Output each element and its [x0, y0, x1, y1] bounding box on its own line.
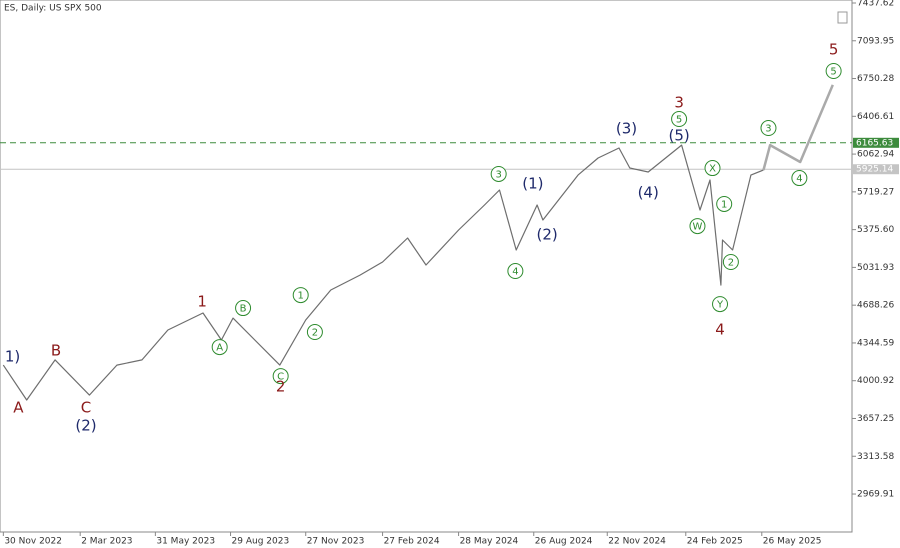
wave-circle: [712, 296, 729, 313]
wave-label: B: [240, 304, 247, 315]
wave-circle: [671, 111, 688, 128]
y-tick-label: 4344.59: [857, 338, 894, 348]
price-level-tag: [853, 137, 899, 148]
wave-label: 1: [298, 291, 304, 302]
x-tick-label: 28 May 2024: [460, 537, 519, 547]
x-tick-label: 29 Aug 2023: [232, 537, 290, 547]
wave-label: 2: [312, 328, 318, 339]
y-tick-label: 4000.92: [857, 376, 894, 386]
wave-label: (2): [536, 225, 557, 243]
wave-circle: [704, 160, 721, 177]
wave-label: (2): [75, 417, 96, 435]
wave-circle: [211, 339, 228, 356]
wave-label: 1): [5, 348, 20, 366]
wave-circle: [272, 368, 289, 385]
wave-label: 3: [765, 124, 771, 135]
wave-label: (4): [638, 183, 659, 201]
x-tick-label: 22 Nov 2024: [608, 537, 666, 547]
x-tick-label: 30 Nov 2022: [4, 537, 62, 547]
y-tick-label: 7437.62: [857, 0, 894, 8]
wave-label: (1): [522, 174, 543, 192]
wave-label: 4: [796, 174, 802, 185]
wave-circle: [689, 218, 706, 235]
x-tick-label: 27 Nov 2023: [307, 537, 365, 547]
wave-label: X: [709, 164, 716, 175]
y-tick-label: 6062.94: [857, 150, 894, 160]
chart-title: ES, Daily: US SPX 500: [4, 4, 102, 14]
price-level-label: 6165.63: [856, 138, 893, 148]
wave-circle: [292, 287, 309, 304]
wave-label: (3): [616, 120, 637, 138]
wave-circle: [490, 165, 507, 182]
wave-label: 1: [197, 293, 207, 311]
wave-label: 2: [728, 258, 734, 269]
wave-label: 3: [495, 169, 501, 180]
wave-circle: [507, 263, 524, 280]
wave-label: C: [277, 372, 284, 383]
wave-circle: [791, 170, 808, 187]
y-tick-label: 6406.61: [857, 112, 894, 122]
wave-circle: [722, 254, 739, 271]
x-tick-label: 2 Mar 2023: [81, 537, 132, 547]
x-tick-label: 31 May 2023: [156, 537, 215, 547]
wave-circle: [716, 195, 733, 212]
wave-label: Y: [716, 300, 724, 311]
wave-circle: [825, 62, 842, 79]
wave-circle: [235, 300, 252, 317]
y-tick-label: 2969.91: [857, 490, 894, 500]
wave-label: (5): [668, 127, 689, 145]
wave-label: 5: [830, 66, 836, 77]
wave-label: 4: [512, 267, 518, 278]
y-tick-label: 7093.95: [857, 36, 894, 46]
wave-circle: [760, 120, 777, 137]
wave-label: 4: [715, 321, 725, 339]
projection-line: [762, 84, 834, 171]
y-tick-label: 3657.25: [857, 414, 894, 424]
wave-label: C: [81, 399, 91, 417]
wave-label: 3: [674, 93, 684, 111]
x-tick-label: 26 May 2025: [763, 537, 822, 547]
y-tick-label: 5719.27: [857, 187, 894, 197]
wave-label: W: [693, 222, 703, 233]
price-level-label: 5925.14: [856, 165, 893, 175]
y-tick-label: 5031.93: [857, 263, 894, 273]
wave-label: 1: [721, 199, 727, 210]
y-tick-label: 6750.28: [857, 74, 894, 84]
price-level-tag: [853, 164, 899, 175]
wave-label: 2: [276, 378, 286, 396]
wave-label: A: [216, 343, 223, 354]
wave-label: 5: [829, 40, 839, 58]
plot-frame: [0, 0, 853, 533]
x-tick-label: 26 Aug 2024: [535, 537, 593, 547]
wave-circle: [306, 324, 323, 341]
y-tick-label: 3313.58: [857, 452, 894, 462]
options-icon[interactable]: [837, 11, 848, 24]
wave-label: 5: [676, 115, 682, 126]
x-tick-label: 24 Feb 2025: [687, 537, 743, 547]
price-line: [2, 144, 764, 401]
y-tick-label: 4688.26: [857, 301, 894, 311]
y-tick-label: 5375.60: [857, 225, 894, 235]
wave-label: B: [51, 342, 61, 360]
x-tick-label: 27 Feb 2024: [384, 537, 440, 547]
wave-label: A: [13, 399, 24, 417]
